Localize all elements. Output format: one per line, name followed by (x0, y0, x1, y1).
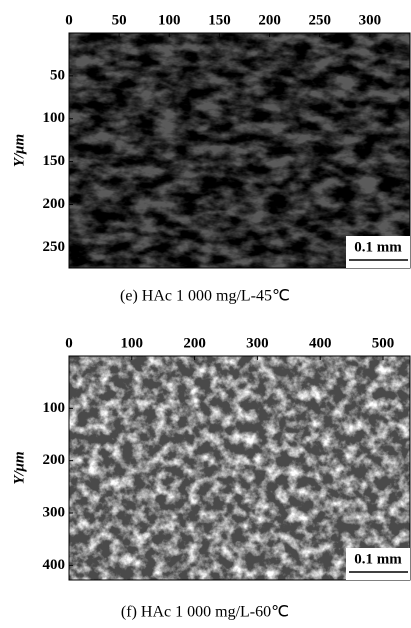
x-tick-label: 400 (309, 335, 332, 351)
x-tick-label: 100 (121, 335, 144, 351)
y-tick-label: 50 (50, 67, 65, 83)
figure: 0 50 100 150 200 250 300 50 100 150 200 250 Y/μm 0.1 … (0, 0, 411, 628)
page: 0 50 100 150 200 250 300 50 100 150 200 250 Y/μm 0.1 … (0, 0, 411, 628)
micrograph-texture (69, 33, 410, 268)
y-axis-label: Y/μm (11, 451, 27, 484)
x-tick-label: 200 (258, 12, 281, 28)
caption: (e) HAc 1 000 mg/L-45℃ (120, 288, 290, 305)
caption: (f) HAc 1 000 mg/L-60℃ (121, 604, 289, 621)
y-tick-label: 150 (43, 153, 66, 169)
x-tick-label: 100 (158, 12, 181, 28)
x-tick-label: 0 (65, 335, 73, 351)
x-tick-label: 0 (65, 12, 73, 28)
y-tick-label: 100 (43, 110, 66, 126)
x-tick-label: 50 (112, 12, 127, 28)
x-tick-label: 500 (372, 335, 395, 351)
x-tick-label: 250 (308, 12, 331, 28)
y-tick-label: 250 (43, 239, 66, 255)
y-tick-label: 200 (43, 196, 66, 212)
x-tick-label: 300 (359, 12, 382, 28)
x-tick-label: 200 (183, 335, 206, 351)
y-tick-label: 100 (43, 400, 66, 416)
y-axis-label: Y/μm (11, 134, 27, 167)
x-tick-label: 150 (208, 12, 231, 28)
y-tick-label: 300 (43, 504, 66, 520)
scale-bar-label: 0.1 mm (354, 551, 402, 567)
y-tick-label: 400 (43, 557, 66, 573)
micrograph-texture (69, 356, 410, 580)
y-tick-label: 200 (43, 452, 66, 468)
x-tick-label: 300 (246, 335, 269, 351)
scale-bar-label: 0.1 mm (354, 239, 402, 255)
